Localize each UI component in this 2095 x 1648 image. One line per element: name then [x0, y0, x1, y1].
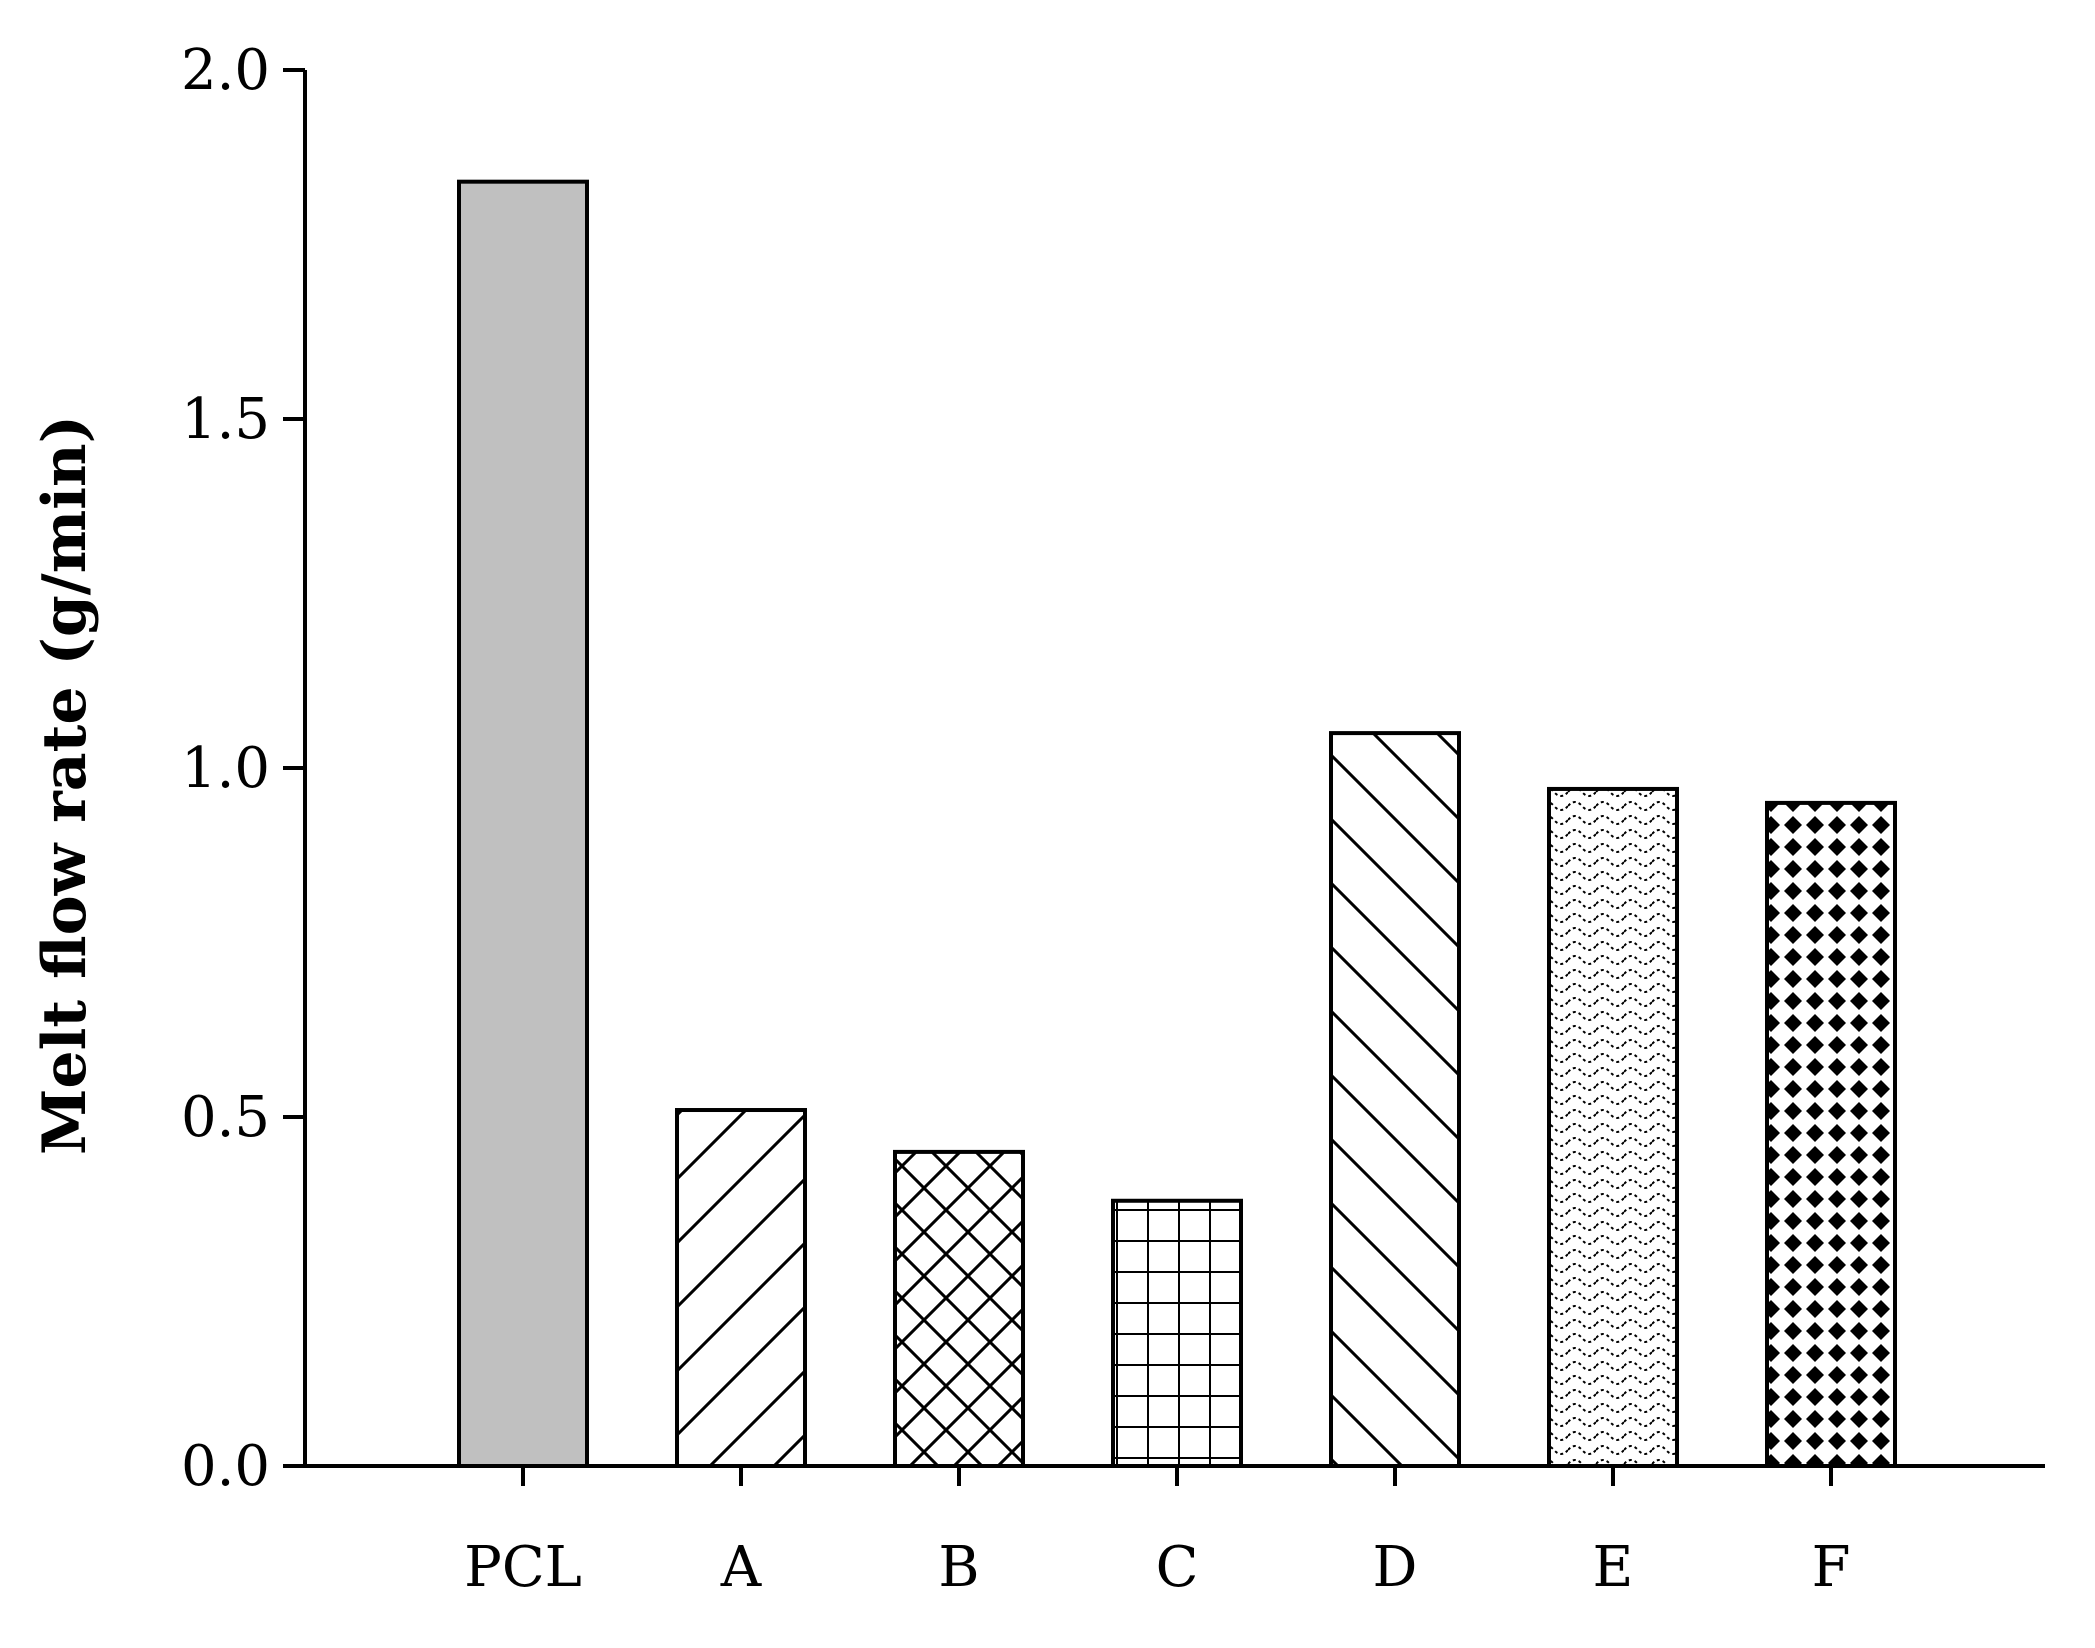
- y-tick-label: 1.5: [181, 387, 270, 452]
- labels-layer: 0.0 0.5 1.0 1.5 2.0 PCL A B C D E F: [181, 38, 1850, 1600]
- x-tick-label: B: [938, 1535, 979, 1600]
- bar-a: [675, 1108, 807, 1469]
- x-tick-label: D: [1373, 1535, 1418, 1600]
- bar-f: [1765, 800, 1897, 1468]
- x-tick-label: PCL: [464, 1535, 582, 1600]
- y-axis-label: Melt flow rate (g/min): [30, 415, 100, 1155]
- x-tick-label: C: [1156, 1535, 1199, 1600]
- y-tick-label: 0.5: [181, 1085, 270, 1150]
- y-tick-label: 0.0: [181, 1434, 270, 1499]
- y-tick-label: 2.0: [181, 38, 270, 103]
- x-tick-label: E: [1593, 1535, 1634, 1600]
- y-tick-label: 1.0: [181, 736, 270, 801]
- axes-layer: [283, 68, 2045, 1486]
- bar-d: [1329, 731, 1461, 1468]
- x-tick-label: A: [720, 1535, 762, 1600]
- bar-e: [1547, 786, 1679, 1468]
- bar-c: [1111, 1198, 1243, 1468]
- bars-layer: [457, 179, 1897, 1469]
- x-tick-label: F: [1812, 1535, 1851, 1600]
- bar-pcl: [457, 179, 589, 1468]
- bar-b: [893, 1149, 1025, 1469]
